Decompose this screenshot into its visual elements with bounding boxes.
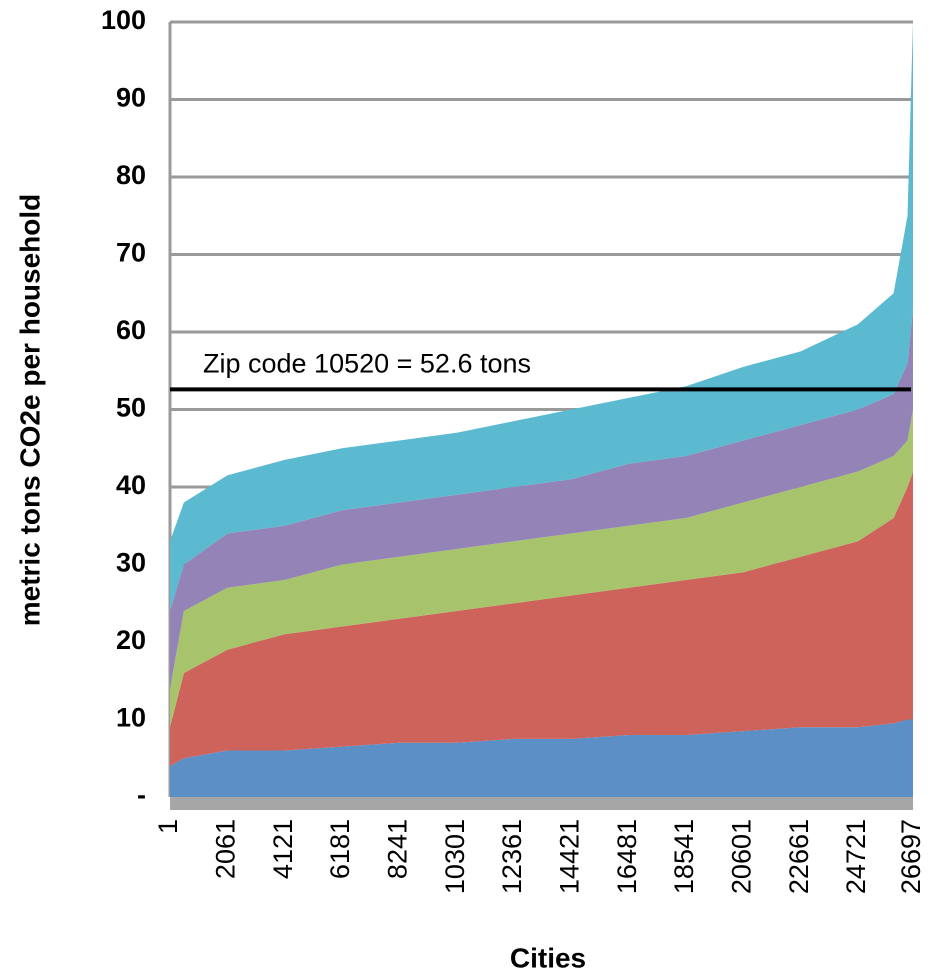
y-tick-label: 40 xyxy=(116,470,146,500)
x-tick-label: 8241 xyxy=(382,819,412,879)
area xyxy=(170,22,913,611)
y-tick-label: 100 xyxy=(101,5,146,35)
y-tick-label: 70 xyxy=(116,238,146,268)
x-tick-label: 26697 xyxy=(896,819,926,894)
x-tick-label: 14421 xyxy=(554,819,584,894)
x-tick-label: 20601 xyxy=(726,819,756,894)
area xyxy=(170,308,913,689)
x-tick-label: 1 xyxy=(153,819,183,834)
y-tick-label: 60 xyxy=(116,315,146,345)
x-tick-label: 6181 xyxy=(325,819,355,879)
area xyxy=(170,719,913,797)
x-tick-label: 18541 xyxy=(669,819,699,894)
annotation: Zip code 10520 = 52.6 tons xyxy=(203,348,531,378)
x-tick-label: 4121 xyxy=(268,819,298,879)
x-axis-title: Cities xyxy=(510,942,586,973)
y-axis-title: metric tons CO2e per household xyxy=(14,194,45,627)
x-tick-label: 16481 xyxy=(612,819,642,894)
area xyxy=(170,409,913,728)
x-tick-label: 24721 xyxy=(841,819,871,894)
x-axis-band xyxy=(170,797,913,810)
y-tick-label: 10 xyxy=(116,703,146,733)
y-tick-label: - xyxy=(137,780,146,810)
y-tick-label: 20 xyxy=(116,625,146,655)
y-tick-label: 30 xyxy=(116,548,146,578)
y-tick-label: 90 xyxy=(116,83,146,113)
x-tick-label: 2061 xyxy=(210,819,240,879)
x-tick-label: 22661 xyxy=(784,819,814,894)
area xyxy=(170,471,913,766)
x-tick-label: 12361 xyxy=(497,819,527,894)
x-tick-label: 10301 xyxy=(440,819,470,894)
y-tick-label: 50 xyxy=(116,393,146,423)
y-tick-label: 80 xyxy=(116,160,146,190)
